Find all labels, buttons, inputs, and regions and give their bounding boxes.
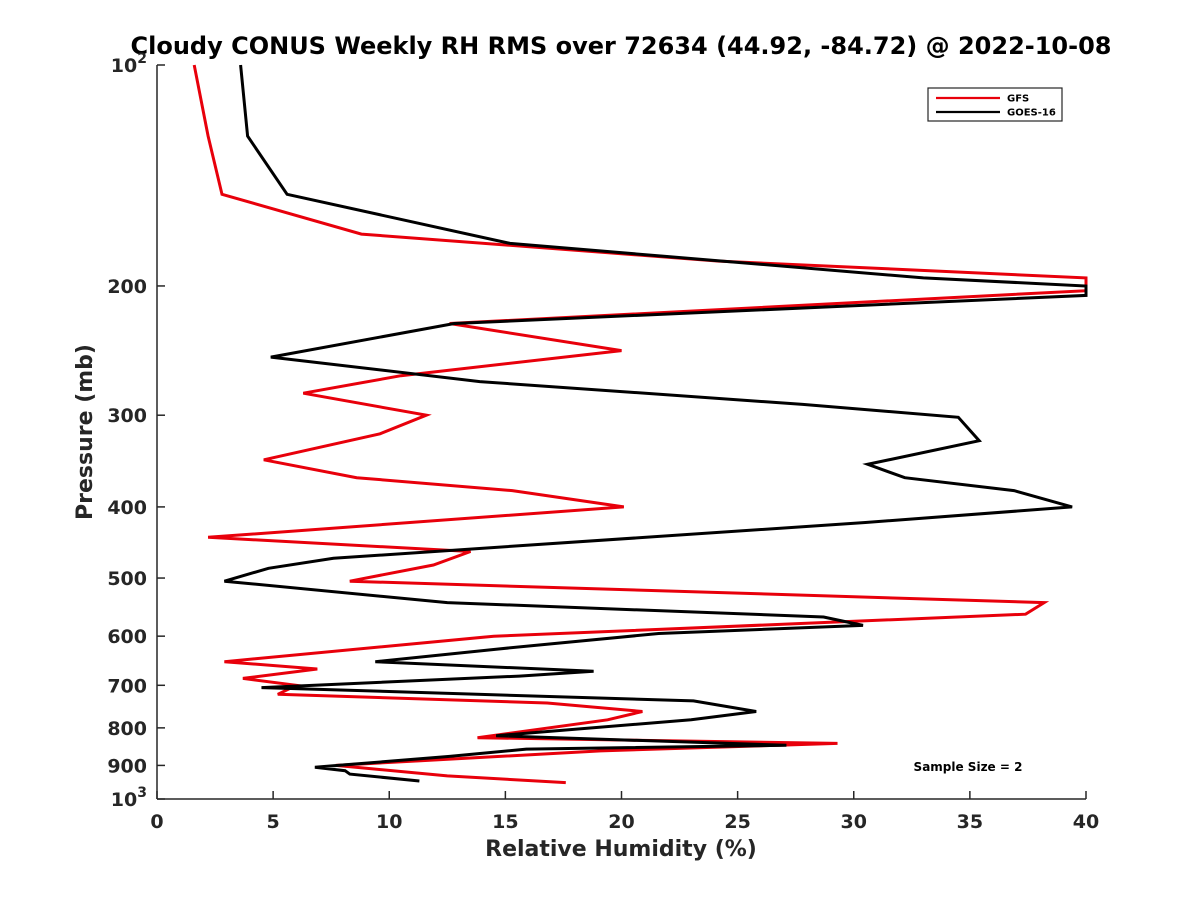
y-tick-label: 300 [107, 405, 147, 427]
chart-title: Cloudy CONUS Weekly RH RMS over 72634 (4… [131, 32, 1112, 60]
x-tick-label: 0 [150, 811, 163, 833]
sample-size-annotation: Sample Size = 2 [914, 760, 1023, 774]
y-tick-label: 500 [107, 568, 147, 590]
y-tick-label: 900 [107, 755, 147, 777]
series-line-gfs [192, 64, 1088, 785]
axes-layer: 0 5 10 15 20 25 30 35 40 102 200 300 400 500 600 700 800… [107, 51, 1099, 833]
x-tick-label: 20 [608, 811, 634, 833]
plot-area: 0 5 10 15 20 25 30 35 40 102 200 300 400 500 600 700 800… [107, 51, 1099, 833]
y-tick-label: 103 [111, 785, 147, 811]
x-axis-label: Relative Humidity (%) [485, 837, 757, 862]
legend-label: GOES-16 [1007, 108, 1056, 119]
series-line-goes-16 [223, 64, 1088, 783]
x-tick-label: 25 [724, 811, 750, 833]
y-tick-label: 800 [107, 718, 147, 740]
x-tick-label: 30 [841, 811, 867, 833]
legend-label: GFS [1007, 94, 1029, 105]
x-tick-label: 10 [376, 811, 402, 833]
legend: GFS GOES-16 [927, 87, 1063, 122]
y-tick-label: 200 [107, 276, 147, 298]
x-tick-label: 15 [492, 811, 518, 833]
x-tick-label: 5 [267, 811, 280, 833]
x-tick-label: 40 [1073, 811, 1099, 833]
legend-box [927, 87, 1063, 122]
legend-entries: GFS GOES-16 [936, 94, 1056, 119]
y-tick-label: 700 [107, 675, 147, 697]
y-tick-label: 600 [107, 626, 147, 648]
x-tick-label: 35 [957, 811, 983, 833]
y-tick-label: 400 [107, 497, 147, 519]
y-tick-label: 102 [111, 51, 147, 77]
series-layer [192, 64, 1088, 785]
y-axis-label: Pressure (mb) [73, 344, 98, 520]
plot-background [157, 65, 1086, 799]
